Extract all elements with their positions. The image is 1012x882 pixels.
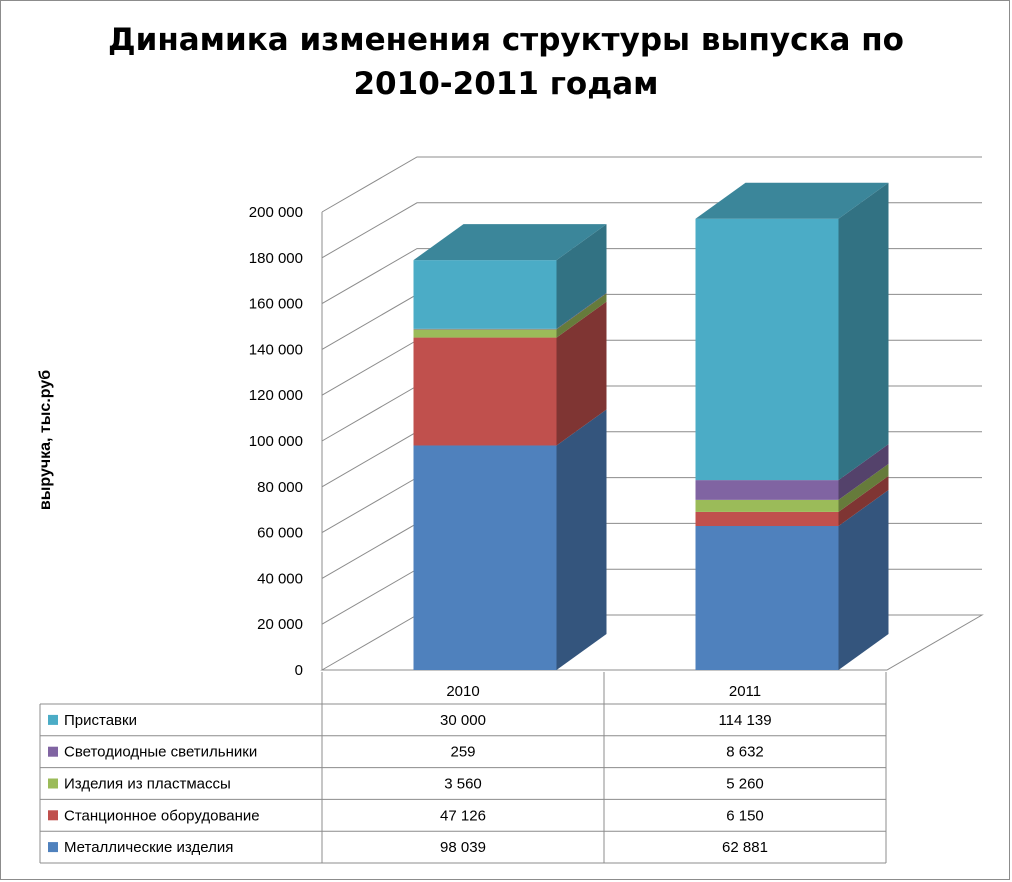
- bar-segment-front: [413, 337, 557, 446]
- bar-segment-side: [556, 292, 607, 330]
- bar-top: [413, 224, 607, 261]
- y-tick-label: 140 000: [249, 341, 303, 358]
- y-tick-label: 40 000: [257, 570, 303, 587]
- legend-swatch: [48, 778, 58, 789]
- legend-swatch: [48, 810, 58, 821]
- data-table-value: 30 000: [440, 712, 486, 729]
- bar-segment-front: [695, 511, 839, 527]
- x-category-label: 2011: [729, 683, 761, 700]
- x-category-label: 2010: [446, 683, 479, 700]
- y-tick-label: 20 000: [257, 616, 303, 633]
- legend-series-name: Металлические изделия: [64, 839, 233, 856]
- legend-swatch: [48, 746, 58, 757]
- gridline: [321, 156, 982, 213]
- bar-segment-side: [838, 444, 889, 500]
- bar-segment-front: [695, 480, 839, 500]
- data-table-value: 5 260: [726, 776, 764, 793]
- legend-series-name: Станционное оборудование: [64, 807, 260, 824]
- data-table-value: 62 881: [722, 839, 768, 856]
- bar-segment-side: [556, 301, 607, 446]
- bar-segment-front: [695, 218, 839, 481]
- bar-segment-side: [556, 293, 607, 338]
- bar-segment-side: [838, 490, 889, 670]
- bar-segment-side: [556, 409, 607, 670]
- legend-series-name: Изделия из пластмассы: [64, 776, 231, 793]
- bar-top: [695, 182, 889, 219]
- y-tick-label: 80 000: [257, 479, 303, 496]
- y-tick-label: 0: [295, 662, 303, 679]
- data-table-value: 259: [450, 744, 475, 761]
- legend-swatch: [48, 714, 58, 725]
- legend-swatch: [48, 842, 58, 853]
- y-tick-label: 160 000: [249, 296, 303, 313]
- bar-segment-front: [695, 526, 839, 670]
- y-tick-label: 120 000: [249, 387, 303, 404]
- data-table-value: 98 039: [440, 839, 486, 856]
- bar-segment-side: [838, 463, 889, 512]
- chart-title-line-2: 2010-2011 годам: [353, 66, 659, 102]
- chart-title-line-1: Динамика изменения структуры выпуска по: [108, 22, 904, 58]
- bar-segment-side: [838, 182, 889, 481]
- data-table-value: 6 150: [726, 807, 764, 824]
- y-tick-label: 200 000: [249, 204, 303, 221]
- legend-series-name: Приставки: [64, 712, 137, 729]
- bar-segment-side: [838, 475, 889, 527]
- y-tick-label: 60 000: [257, 525, 303, 542]
- bar-segment-side: [556, 224, 607, 329]
- data-table-value: 114 139: [718, 712, 771, 729]
- legend-series-name: Светодиодные светильники: [64, 744, 257, 761]
- bar-segment-front: [413, 445, 557, 670]
- bar-segment-front: [695, 499, 839, 512]
- bar-segment-front: [413, 329, 557, 338]
- data-table-value: 3 560: [444, 776, 482, 793]
- y-tick-label: 180 000: [249, 250, 303, 267]
- chart-title: Динамика изменения структуры выпуска по …: [0, 18, 1012, 106]
- data-table-value: 8 632: [726, 744, 764, 761]
- y-tick-label: 100 000: [249, 433, 303, 450]
- bar-segment-front: [413, 328, 557, 330]
- bar-segment-front: [413, 260, 557, 329]
- data-table-value: 47 126: [440, 807, 486, 824]
